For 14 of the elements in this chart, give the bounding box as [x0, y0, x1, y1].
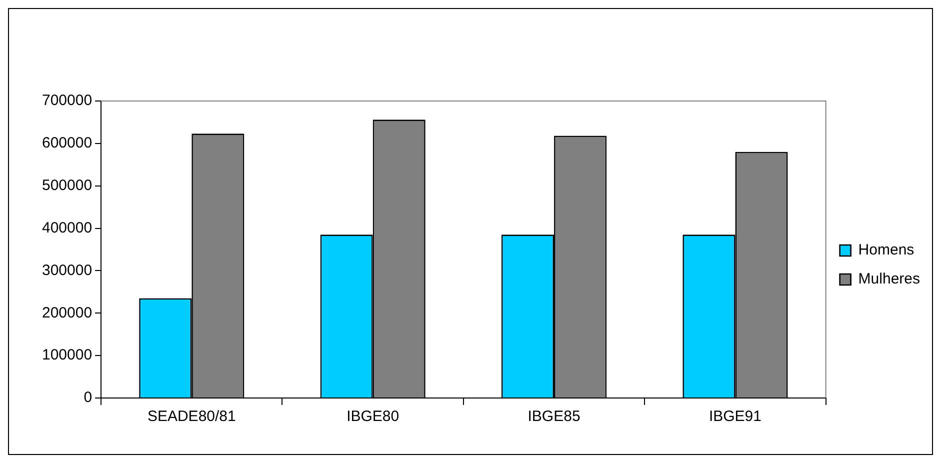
x-tick-label: SEADE80/81 [147, 408, 236, 426]
x-tick-label: IBGE91 [708, 408, 762, 426]
y-tick-label: 400000 [42, 219, 92, 236]
x-tick-label: IBGE85 [528, 408, 580, 426]
y-tick-label: 100000 [42, 346, 92, 364]
y-tick-label: 600000 [42, 134, 92, 152]
legend-label: Homens [858, 242, 914, 259]
y-tick-label: 0 [84, 389, 92, 406]
y-tick-label: 300000 [42, 262, 92, 279]
x-tick-label: IBGE80 [346, 408, 400, 426]
y-tick-label: 200000 [42, 304, 92, 322]
legend-label: Mulheres [858, 270, 920, 288]
y-tick-label: 500000 [42, 177, 92, 194]
y-tick-label: 700000 [42, 92, 92, 110]
